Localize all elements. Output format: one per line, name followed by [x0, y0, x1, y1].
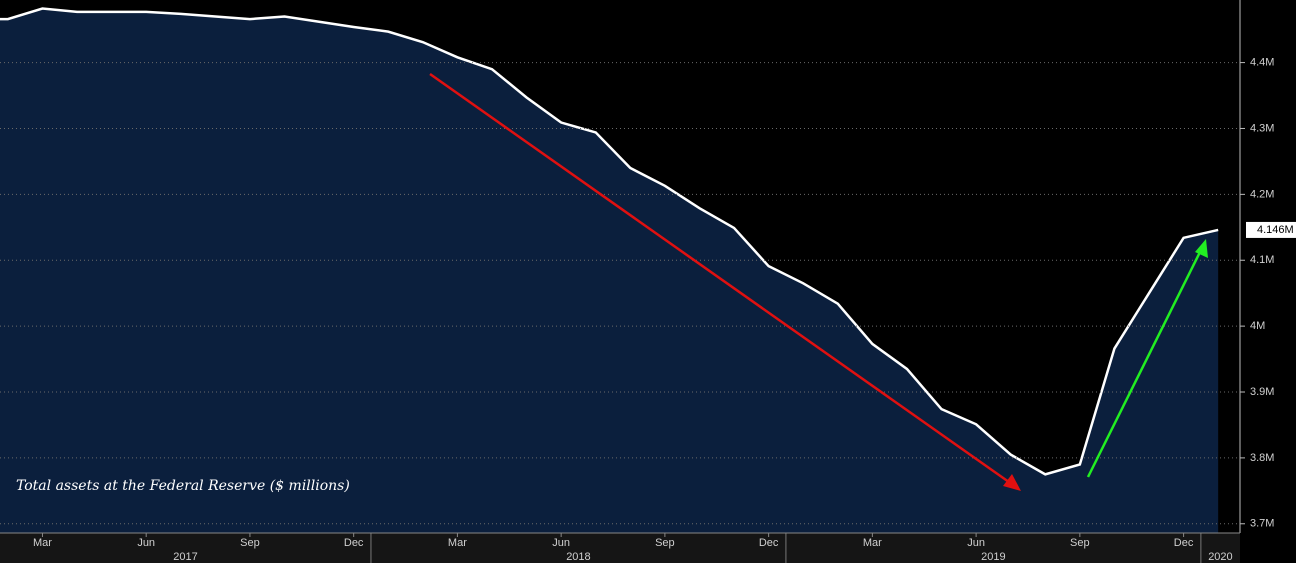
x-tick-label: Dec: [759, 537, 779, 549]
x-tick-label: Sep: [1070, 537, 1090, 549]
x-tick-label: Dec: [1174, 537, 1194, 549]
y-tick-label: 4.3M: [1250, 122, 1274, 134]
y-tick-label: 4.2M: [1250, 188, 1274, 200]
y-tick-label: 3.7M: [1250, 518, 1274, 530]
down-arrow: [429, 72, 1017, 489]
down-arrow-head: [1003, 474, 1021, 491]
year-label: 2018: [566, 551, 590, 563]
x-tick-label: Jun: [137, 537, 155, 549]
year-label: 2017: [173, 551, 197, 563]
y-tick-label: 3.9M: [1250, 386, 1274, 398]
y-tick-label: 4.4M: [1250, 56, 1274, 68]
x-tick-label: Mar: [448, 537, 467, 549]
y-tick-label: 4.1M: [1250, 254, 1274, 266]
last-value-box: [1246, 221, 1296, 238]
x-tick-label: Sep: [655, 537, 675, 549]
x-tick-label: Jun: [552, 537, 570, 549]
plot: [0, 7, 1219, 534]
x-tick-label: Mar: [863, 537, 882, 549]
chart-title: Total assets at the Federal Reserve ($ m…: [16, 478, 350, 494]
x-axis-band: [0, 533, 1240, 563]
area: [0, 8, 1219, 534]
year-label: 2020: [1208, 551, 1232, 563]
year-label: 2019: [981, 551, 1005, 563]
x-tick-label: Dec: [344, 537, 364, 549]
x-tick-label: Mar: [33, 537, 52, 549]
x-tick-label: Jun: [967, 537, 985, 549]
line: [0, 7, 1219, 476]
x-tick-label: Sep: [240, 537, 260, 549]
up-arrow: [1086, 247, 1204, 478]
y-tick-label: 4M: [1250, 320, 1265, 332]
last-value-label: 4.146M: [1257, 224, 1294, 236]
y-tick-label: 3.8M: [1250, 452, 1274, 464]
up-arrow-head: [1195, 239, 1208, 258]
